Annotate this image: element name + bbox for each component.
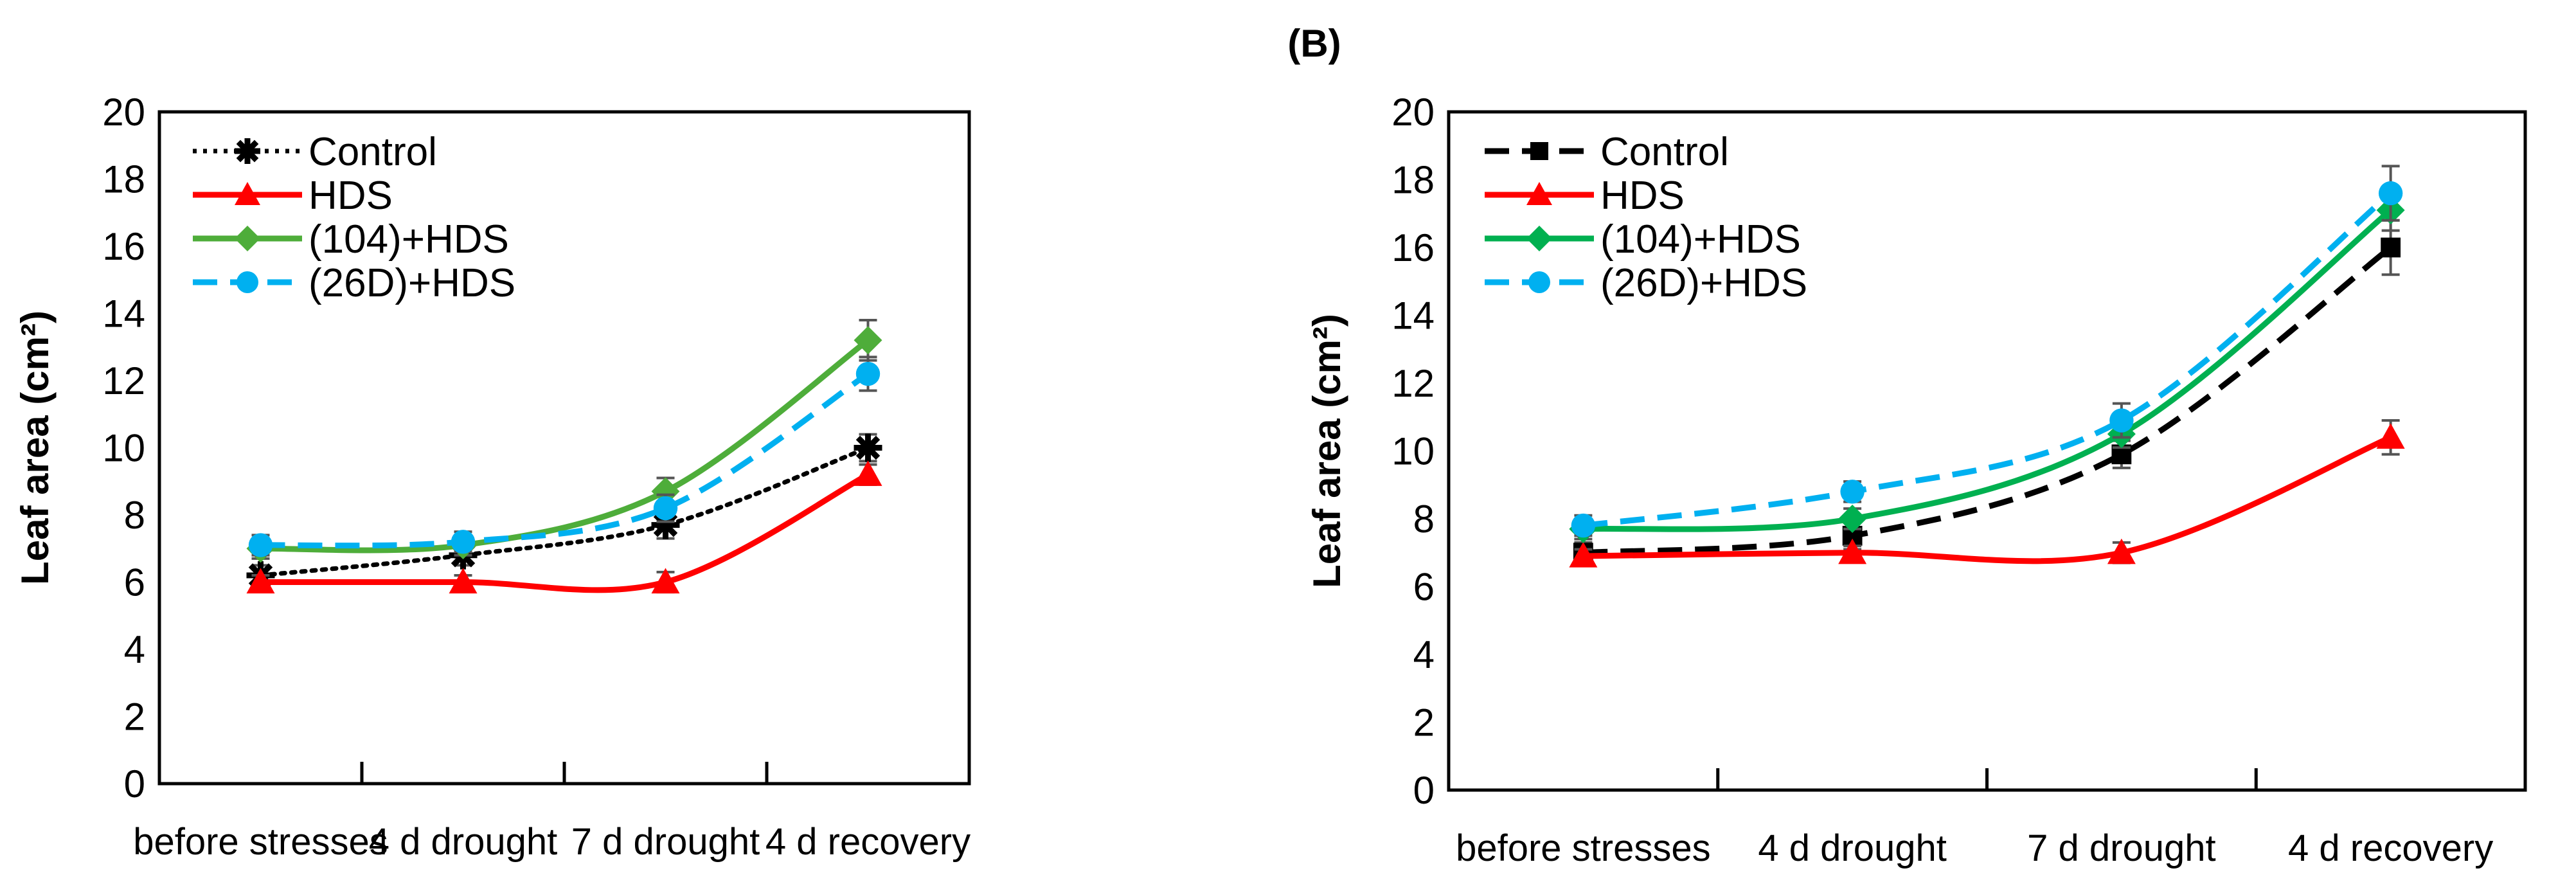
diamond-marker bbox=[854, 326, 882, 355]
legend-entry: (104)+HDS bbox=[1485, 217, 1801, 262]
series-line bbox=[260, 472, 870, 593]
x-tick-label: before stresses bbox=[1456, 827, 1711, 869]
series-control bbox=[246, 433, 882, 590]
asterisk-stroke bbox=[855, 435, 881, 460]
y-tick-label: 2 bbox=[124, 696, 145, 739]
series-line bbox=[258, 446, 870, 578]
circle-marker bbox=[1528, 271, 1550, 293]
y-tick-label: 18 bbox=[102, 158, 145, 201]
circle-marker bbox=[248, 533, 273, 557]
legend-entry: (104)+HDS bbox=[193, 217, 509, 262]
legend-entry: (26D)+HDS bbox=[1485, 261, 1807, 305]
square-marker bbox=[2381, 237, 2401, 258]
series-line bbox=[1582, 191, 2393, 529]
legend-label: HDS bbox=[309, 174, 393, 218]
legend-label: (104)+HDS bbox=[1600, 217, 1801, 262]
plot-frame bbox=[157, 110, 971, 786]
circle-marker bbox=[653, 496, 678, 521]
diamond-marker bbox=[1526, 226, 1552, 251]
y-tick-label: 4 bbox=[1413, 633, 1435, 676]
triangle-marker bbox=[246, 568, 275, 594]
legend-label: (104)+HDS bbox=[309, 217, 509, 262]
y-tick-label: 10 bbox=[1391, 430, 1435, 473]
y-tick-label: 14 bbox=[102, 292, 145, 336]
circle-marker bbox=[1840, 480, 1865, 504]
circle-marker bbox=[451, 530, 476, 554]
circle-marker bbox=[1571, 513, 1596, 538]
y-tick-label: 18 bbox=[1391, 159, 1435, 202]
triangle-marker bbox=[1838, 538, 1867, 564]
legend-entry: HDS bbox=[193, 174, 393, 218]
diamond-marker bbox=[235, 226, 260, 251]
triangle-marker bbox=[1569, 542, 1598, 568]
triangle-marker bbox=[651, 568, 680, 594]
diamond-marker bbox=[651, 477, 680, 506]
series--26d-hds bbox=[1571, 165, 2403, 538]
y-tick-label: 10 bbox=[102, 427, 145, 470]
chart-right: 0 2 4 6 8 10 12 14 16 18 20 before stresses 4 d drou… bbox=[1305, 91, 2527, 869]
x-tick-label: 4 d recovery bbox=[2288, 827, 2493, 869]
triangle-marker bbox=[2376, 423, 2405, 449]
x-tick-label: before stresses bbox=[133, 821, 388, 863]
y-tick-label: 16 bbox=[1391, 226, 1435, 269]
x-tick-label: 7 d drought bbox=[571, 821, 760, 863]
triangle-marker bbox=[854, 460, 882, 486]
series-hds bbox=[1569, 419, 2405, 568]
y-tick-label: 6 bbox=[124, 561, 145, 604]
triangle-marker bbox=[1526, 182, 1552, 205]
x-tick-label: 4 d recovery bbox=[765, 821, 970, 863]
y-tick-label: 0 bbox=[1413, 769, 1435, 812]
legend-label: (26D)+HDS bbox=[1600, 261, 1807, 305]
y-tick-label: 6 bbox=[1413, 566, 1435, 609]
series-hds bbox=[246, 460, 882, 594]
legend-entry: Control bbox=[1485, 130, 1729, 174]
y-tick-label: 2 bbox=[1413, 701, 1435, 744]
triangle-marker bbox=[449, 568, 478, 594]
y-tick-label: 20 bbox=[102, 91, 145, 134]
legend-entry: Control bbox=[193, 130, 437, 174]
series-line bbox=[260, 371, 870, 549]
circle-marker bbox=[237, 271, 258, 293]
legend-label: (26D)+HDS bbox=[309, 261, 515, 305]
x-tick-label: 7 d drought bbox=[2027, 827, 2215, 869]
series--26d-hds bbox=[248, 356, 881, 557]
legend-label: Control bbox=[1600, 130, 1729, 174]
series-line bbox=[1583, 435, 2392, 564]
y-axis-label: Leaf area (cm²) bbox=[1305, 314, 1348, 588]
asterisk-stroke bbox=[236, 140, 259, 163]
circle-marker bbox=[855, 361, 881, 386]
series-line bbox=[1583, 245, 2393, 556]
y-tick-label: 16 bbox=[102, 225, 145, 268]
legend-entry: (26D)+HDS bbox=[193, 261, 515, 305]
series-line bbox=[260, 338, 870, 554]
legend-entry: HDS bbox=[1485, 174, 1685, 218]
y-axis-label: Leaf area (cm²) bbox=[13, 310, 57, 585]
circle-marker bbox=[2109, 408, 2134, 433]
series-line bbox=[1583, 208, 2393, 532]
y-tick-label: 8 bbox=[1413, 498, 1435, 541]
asterisk-marker bbox=[235, 138, 260, 164]
y-tick-label: 4 bbox=[124, 628, 145, 671]
panel-label: (B) bbox=[1287, 22, 1341, 65]
y-tick-label: 12 bbox=[1391, 362, 1435, 405]
asterisk-marker bbox=[854, 433, 882, 462]
legend-label: Control bbox=[309, 130, 437, 174]
y-tick-label: 12 bbox=[102, 359, 145, 402]
y-tick-label: 14 bbox=[1391, 294, 1435, 338]
y-tick-label: 20 bbox=[1391, 91, 1435, 134]
square-marker bbox=[1530, 142, 1548, 160]
x-tick-label: 4 d drought bbox=[1758, 827, 1946, 869]
asterisk-marker bbox=[651, 510, 680, 539]
x-tick-label: 4 d drought bbox=[369, 821, 557, 863]
legend-label: HDS bbox=[1600, 174, 1685, 218]
diamond-marker bbox=[1838, 505, 1867, 533]
asterisk-stroke bbox=[653, 512, 678, 537]
y-tick-label: 8 bbox=[124, 494, 145, 537]
triangle-marker bbox=[2107, 538, 2136, 564]
triangle-marker bbox=[235, 182, 260, 205]
circle-marker bbox=[2378, 181, 2403, 206]
y-tick-label: 0 bbox=[124, 762, 145, 806]
